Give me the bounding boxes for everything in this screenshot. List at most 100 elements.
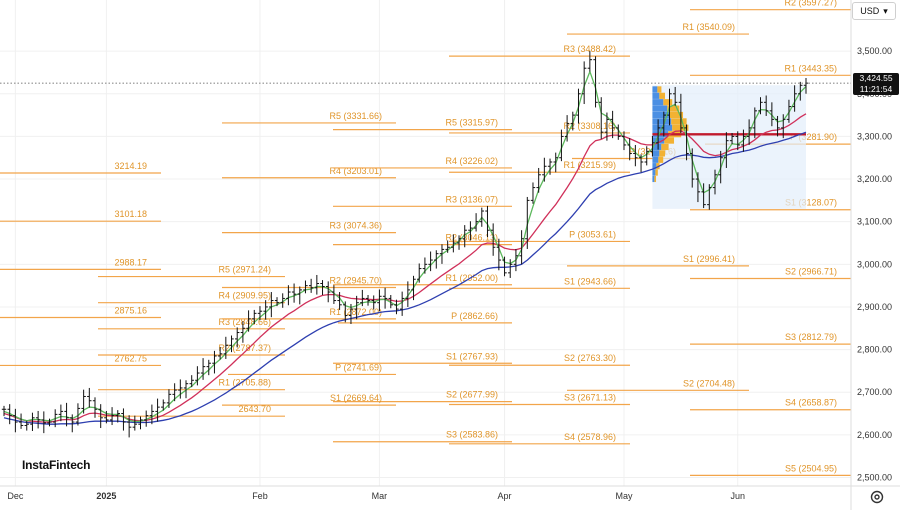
- pivot-level-label: S2 (2677.99): [446, 390, 498, 400]
- x-tick-label: 2025: [96, 491, 116, 501]
- price-bars: [1, 51, 809, 438]
- x-tick-label: Apr: [498, 491, 512, 501]
- pivot-level-label: R2 (3046.13): [445, 233, 498, 243]
- x-tick-label: Jun: [730, 491, 745, 501]
- volume-bar-sell: [663, 99, 673, 106]
- pivot-level-label: S3 (2583.86): [446, 430, 498, 440]
- pivot-level-label: P (3053.61): [569, 229, 616, 239]
- volume-bar-sell: [654, 175, 657, 183]
- pivot-level-label: 3214.19: [114, 161, 147, 171]
- pivot-level-label: R1 (2872.00): [329, 307, 382, 317]
- volume-bar-sell: [672, 124, 689, 131]
- y-tick-label: 3,100.00: [857, 217, 892, 227]
- pivot-level-label: P (3281.90): [790, 132, 837, 142]
- pivot-level-label: 3101.18: [114, 209, 147, 219]
- pivot-level-label: S2 (2763.30): [564, 353, 616, 363]
- pivot-level-label: R2 (2787.37): [218, 343, 271, 353]
- pivot-level-label: 2762.75: [114, 353, 147, 363]
- volume-bar-sell: [655, 169, 658, 176]
- x-tick-label: Mar: [372, 491, 388, 501]
- y-tick-label: 2,500.00: [857, 472, 892, 482]
- volume-bar-buy: [652, 163, 657, 170]
- pivot-level-label: R3 (2848.66): [218, 317, 271, 327]
- pivot-level-label: S1 (2767.93): [446, 351, 498, 361]
- pivot-level-label: S1 (3128.07): [785, 198, 837, 208]
- pivot-level-label: S3 (2812.79): [785, 332, 837, 342]
- volume-bar-sell: [671, 118, 687, 125]
- pivot-level-label: S3 (2671.13): [564, 393, 616, 403]
- pivot-level-label: R1 (2705.88): [218, 378, 271, 388]
- volume-bar-sell: [667, 105, 680, 112]
- volume-bar-buy: [652, 99, 664, 106]
- currency-selector[interactable]: USD ▾: [852, 2, 896, 20]
- pivot-level-label: R2 (2945.70): [329, 275, 382, 285]
- pivot-level-label: S5 (2504.95): [785, 463, 837, 473]
- volume-bar-sell: [659, 150, 666, 157]
- volume-bar-buy: [652, 118, 672, 125]
- volume-bar-sell: [658, 156, 664, 163]
- chevron-down-icon: ▾: [883, 5, 888, 16]
- pivot-level-label: S1 (2996.41): [683, 254, 735, 264]
- pivot-level-label: S4 (2578.96): [564, 432, 616, 442]
- pivot-levels: 3214.19 3101.18 2988.17 2875.16 2762.75 R5 (2…: [0, 0, 851, 476]
- pivot-level-label: S2 (2966.71): [785, 267, 837, 277]
- pivot-level-label: 2988.17: [114, 257, 147, 267]
- volume-bar-sell: [664, 137, 675, 144]
- y-tick-label: 3,000.00: [857, 259, 892, 269]
- settings-gear-icon[interactable]: [868, 488, 886, 506]
- currency-label: USD: [860, 6, 880, 16]
- volume-bar-buy: [652, 105, 668, 112]
- volume-bar-buy: [652, 150, 660, 157]
- current-price: 3,424.55: [859, 73, 893, 83]
- current-price-badge: 3,424.55 11:21:54: [853, 73, 899, 95]
- y-tick-label: 2,700.00: [857, 387, 892, 397]
- volume-bar-sell: [657, 86, 662, 93]
- pivot-level-label: R3 (3136.07): [445, 194, 498, 204]
- volume-bar-buy: [652, 143, 662, 151]
- y-tick-label: 3,300.00: [857, 131, 892, 141]
- pivot-level-label: P (2741.69): [335, 362, 382, 372]
- moving-average-ma_slow: [3, 131, 807, 425]
- pivot-level-label: R5 (3315.97): [445, 118, 498, 128]
- volume-bar-sell: [669, 111, 684, 119]
- pivot-level-label: R4 (3226.02): [445, 156, 498, 166]
- volume-bar-sell: [661, 143, 669, 151]
- y-tick-label: 2,600.00: [857, 430, 892, 440]
- volume-bar-buy: [652, 86, 658, 93]
- volume-bar-buy: [652, 175, 655, 183]
- bar-countdown: 11:21:54: [859, 84, 893, 94]
- pivot-level-label: P (2862.66): [451, 311, 498, 321]
- moving-average-ma_mid: [3, 113, 807, 423]
- y-tick-label: 2,900.00: [857, 302, 892, 312]
- pivot-level-label: R1 (3215.99): [563, 160, 616, 170]
- pivot-level-label: 2875.16: [114, 306, 147, 316]
- volume-bar-buy: [652, 92, 660, 99]
- x-tick-label: Feb: [252, 491, 268, 501]
- pivot-level-label: R3 (3488.42): [563, 44, 616, 54]
- y-tick-label: 3,500.00: [857, 46, 892, 56]
- pivot-level-label: R5 (2971.24): [218, 265, 271, 275]
- pivot-level-label: R1 (3540.09): [682, 22, 735, 32]
- y-tick-label: 3,200.00: [857, 174, 892, 184]
- pivot-level-label: S4 (2658.87): [785, 398, 837, 408]
- brand-logo: InstaFintech: [22, 458, 91, 472]
- pivot-level-label: S1 (2669.64): [330, 393, 382, 403]
- pivot-level-label: R2 (3308.16): [563, 121, 616, 131]
- gridlines: [0, 0, 851, 486]
- pivot-level-label: 2643.70: [238, 404, 271, 414]
- volume-bar-sell: [659, 92, 666, 99]
- moving-averages: [3, 69, 807, 425]
- y-tick-label: 2,800.00: [857, 345, 892, 355]
- moving-average-ma_fast: [3, 69, 807, 423]
- x-tick-label: May: [615, 491, 633, 501]
- pivot-level-label: R1 (3443.35): [784, 63, 837, 73]
- pivot-level-label: R2 (3597.27): [784, 0, 837, 8]
- volume-bar-buy: [652, 111, 670, 119]
- x-tick-label: Dec: [7, 491, 24, 501]
- pivot-level-label: R4 (3203.01): [329, 166, 382, 176]
- pivot-level-label: R5 (3331.66): [329, 111, 382, 121]
- pivot-level-label: S2 (2704.48): [683, 378, 735, 388]
- volume-bar-buy: [652, 169, 656, 176]
